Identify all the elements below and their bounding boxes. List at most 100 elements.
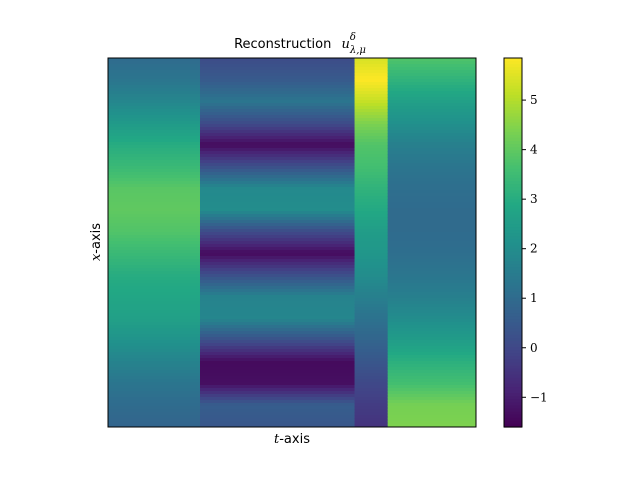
heatmap-cell [387,376,476,380]
colorbar-segment [504,414,522,419]
colorbar [504,58,522,428]
colorbar-segment [504,396,522,400]
heatmap-cell [387,181,476,185]
heatmap-cell [354,271,389,275]
heatmap-cell [354,274,389,278]
heatmap-cell [387,394,476,398]
heatmap-cell [200,67,355,71]
heatmap-cell [200,352,355,356]
heatmap-cell [387,388,476,392]
heatmap-cell [387,367,476,371]
colorbar-segment [504,273,522,277]
heatmap-cell [108,340,201,344]
heatmap-cell [200,325,355,329]
colorbar-segment [504,245,522,250]
heatmap-cell [387,397,476,401]
heatmap-cell [354,157,389,161]
heatmap-cell [108,289,201,293]
heatmap-cell [387,157,476,161]
heatmap-cell [200,346,355,350]
title-symbol: u [342,37,350,52]
heatmap-cell [200,106,355,110]
heatmap-cell [387,145,476,149]
colorbar-segment [504,248,522,253]
heatmap-cell [387,232,476,236]
heatmap-cell [200,268,355,272]
heatmap-cell [108,379,201,383]
heatmap-cell [387,247,476,251]
heatmap-cell [387,244,476,248]
heatmap-cell [108,424,201,427]
heatmap-cell [387,289,476,293]
heatmap-cell [200,418,355,422]
heatmap-cell [200,322,355,326]
heatmap-cell [387,412,476,416]
heatmap-cell [354,301,389,305]
heatmap-cell [354,100,389,104]
heatmap-cell [387,400,476,404]
heatmap-cell [108,160,201,164]
colorbar-segment [504,193,522,197]
heatmap-cell [108,172,201,176]
colorbar-segment [504,264,522,268]
heatmap-cell [354,142,389,146]
heatmap-cell [108,277,201,281]
heatmap-cell [200,355,355,359]
colorbar-segment [504,405,522,410]
colorbar-segment [504,260,522,265]
heatmap-cell [108,367,201,371]
heatmap-cell [354,202,389,206]
heatmap-cell [354,403,389,407]
colorbar-segment [504,282,522,287]
heatmap-cell [354,73,389,77]
colorbar-segment [504,297,522,302]
colorbar-segment [504,374,522,379]
heatmap-cell [200,364,355,368]
heatmap-cell [354,163,389,167]
heatmap-cell [108,238,201,242]
heatmap-cell [354,304,389,308]
colorbar-segment [504,402,522,407]
heatmap-cell [200,121,355,125]
colorbar-segment [504,199,522,204]
heatmap-cell [387,355,476,359]
heatmap-cell [108,370,201,374]
colorbar-segment [504,88,522,93]
heatmap-cell [200,70,355,74]
heatmap-cell [354,421,389,425]
heatmap-cell [387,280,476,284]
colorbar-segment [504,343,522,348]
heatmap-cell [387,340,476,344]
heatmap-cell [354,265,389,269]
colorbar-tick-label: 0 [530,341,538,355]
colorbar-segment [504,383,522,388]
heatmap-cell [354,316,389,320]
heatmap-cell [200,112,355,116]
heatmap-cell [108,85,201,89]
heatmap-cell [200,376,355,380]
colorbar-tick-label: 4 [530,143,538,157]
colorbar-segment [504,350,522,354]
heatmap-cell [200,334,355,338]
heatmap-cell [354,298,389,302]
colorbar-segment [504,227,522,231]
heatmap-cell [354,385,389,389]
heatmap-cell [200,124,355,128]
heatmap-cell [387,70,476,74]
heatmap-cell [108,403,201,407]
heatmap-cell [108,235,201,239]
colorbar-segment [504,85,522,90]
heatmap-cell [387,364,476,368]
heatmap-cell [387,103,476,107]
heatmap-cell [387,187,476,191]
heatmap-cell [108,142,201,146]
heatmap-cell [200,187,355,191]
colorbar-segment [504,359,522,364]
colorbar-segment [504,76,522,81]
heatmap-cell [200,406,355,410]
heatmap-cell [354,103,389,107]
heatmap-cell [387,229,476,233]
heatmap-cell [354,406,389,410]
heatmap-cell [387,79,476,83]
